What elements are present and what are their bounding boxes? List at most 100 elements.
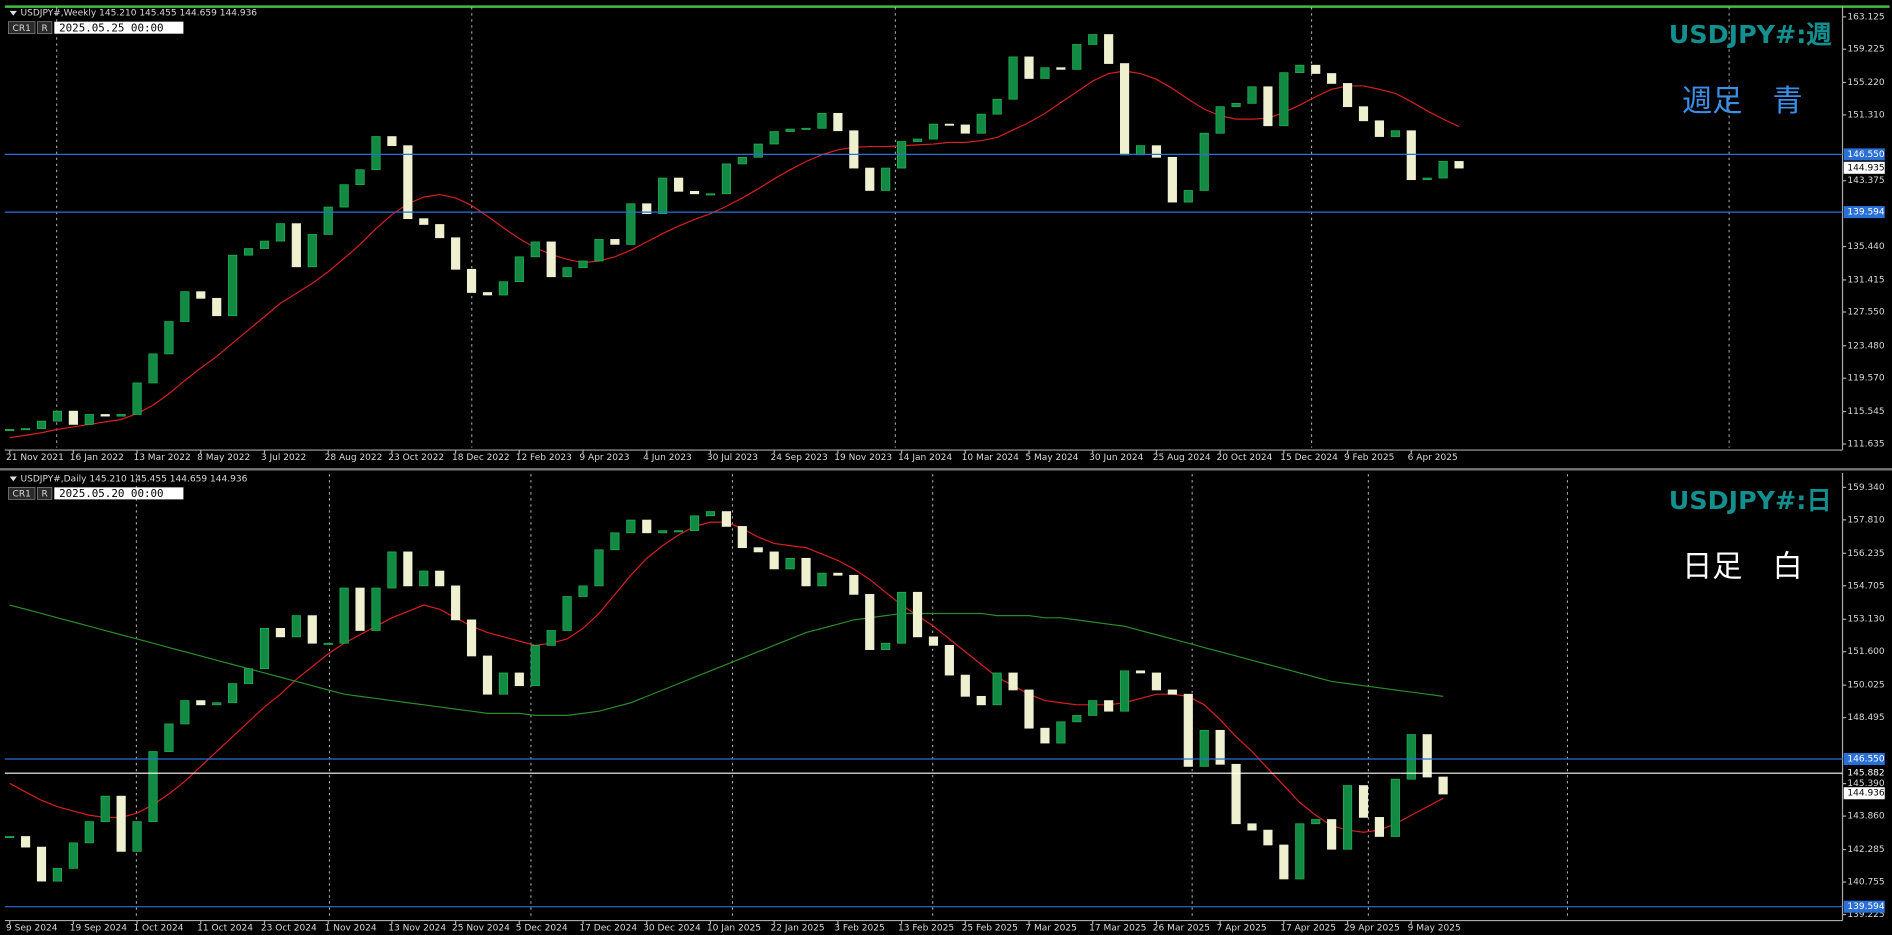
chart-subtitle: 日足 白 [1682, 550, 1803, 585]
time-box [54, 487, 184, 500]
candle [562, 596, 572, 631]
candle [881, 167, 891, 191]
candle [403, 145, 413, 220]
y-tick-label: 151.310 [1847, 110, 1885, 120]
x-tick-label: 9 Sep 2024 [6, 923, 58, 933]
x-tick-label: 5 Dec 2024 [516, 923, 568, 933]
y-tick-label: 135.440 [1847, 242, 1885, 252]
candle [1215, 106, 1225, 134]
y-tick-label: 142.285 [1847, 845, 1884, 855]
candle [1406, 130, 1416, 181]
toolbar-button-label[interactable]: CR1 [13, 24, 31, 34]
chart-title: USDJPY#:日 [1669, 486, 1832, 515]
candle [594, 549, 604, 587]
candle [1104, 34, 1114, 64]
candle [100, 414, 110, 417]
toolbar-button[interactable] [8, 21, 36, 35]
candle [387, 136, 397, 147]
candle [785, 128, 795, 132]
candle [1295, 823, 1305, 880]
candle [1167, 156, 1177, 203]
price-level-box [1843, 206, 1885, 219]
y-tick-label: 123.480 [1847, 341, 1885, 351]
candle [546, 241, 556, 278]
candle [705, 511, 716, 517]
x-tick-label: 25 Feb 2025 [962, 923, 1018, 933]
y-tick-label: 115.545 [1847, 407, 1884, 417]
candle [658, 530, 668, 534]
candle [594, 239, 604, 262]
x-tick-label: 16 Jan 2022 [70, 453, 124, 463]
candle [387, 551, 397, 589]
time-label: 2025.05.20 00:00 [59, 487, 163, 500]
x-tick-label: 14 Jan 2024 [898, 453, 952, 463]
candle [116, 795, 126, 852]
toolbar-button[interactable] [8, 486, 36, 500]
candle [1056, 721, 1066, 744]
candle [1024, 56, 1034, 79]
candle [1135, 145, 1146, 156]
candle [928, 123, 939, 140]
chart-title: USDJPY#:週 [1669, 20, 1833, 49]
candle [1358, 106, 1369, 122]
candle [753, 547, 763, 553]
x-tick-label: 9 Feb 2025 [1344, 453, 1394, 463]
toolbar-button[interactable] [37, 21, 53, 35]
toolbar-button-label[interactable]: R [42, 24, 48, 34]
candle [419, 218, 429, 225]
price-level-label: 144.936 [1847, 789, 1885, 799]
candle [1327, 819, 1337, 850]
price-level-label: 144.935 [1847, 163, 1884, 173]
x-tick-label: 18 Dec 2022 [452, 453, 510, 463]
candle [1088, 34, 1098, 45]
candle [148, 751, 158, 822]
time-label: 2025.05.25 00:00 [59, 21, 163, 34]
candle [849, 574, 859, 595]
candle [514, 672, 524, 687]
candle [881, 642, 891, 650]
x-tick-label: 13 Mar 2022 [133, 453, 190, 463]
price-level-box [1843, 148, 1885, 161]
y-tick-label: 139.225 [1847, 910, 1884, 920]
x-tick-label: 20 Oct 2024 [1217, 453, 1273, 463]
candle [84, 821, 94, 844]
candle [1167, 689, 1177, 695]
candle [721, 163, 731, 195]
x-tick-label: 30 Jul 2023 [707, 453, 758, 463]
candle [1247, 86, 1257, 104]
y-tick-label: 151.600 [1847, 647, 1885, 657]
candle [148, 353, 158, 384]
candle [1311, 819, 1321, 825]
candle [1454, 161, 1464, 169]
candle [610, 239, 620, 245]
candle [339, 587, 349, 644]
candle [36, 420, 47, 429]
candle [259, 628, 270, 670]
toolbar-button-label[interactable]: CR1 [13, 489, 31, 499]
price-level-label: 145.882 [1847, 769, 1884, 779]
price-level-box [1843, 787, 1885, 800]
x-tick-label: 9 May 2025 [1408, 923, 1461, 933]
candle [20, 428, 31, 431]
candle [84, 414, 94, 425]
candle [164, 723, 174, 752]
candle [833, 572, 843, 576]
toolbar-button-label[interactable]: R [42, 489, 48, 499]
x-tick-label: 6 Apr 2025 [1408, 453, 1458, 463]
candle [1008, 672, 1018, 691]
candle [451, 585, 461, 621]
candle [451, 237, 461, 270]
candle [610, 532, 620, 551]
y-tick-label: 143.860 [1847, 812, 1885, 822]
y-tick-label: 111.635 [1847, 440, 1884, 450]
candle [753, 143, 763, 158]
candle [833, 112, 843, 132]
x-tick-label: 17 Dec 2024 [579, 923, 637, 933]
candle [514, 256, 524, 283]
x-tick-label: 3 Feb 2025 [834, 923, 884, 933]
toolbar-button[interactable] [37, 486, 53, 500]
x-tick-label: 21 Nov 2021 [6, 453, 64, 463]
chart-header: USDJPY#,Weekly 145.210 145.455 144.659 1… [21, 9, 258, 19]
candle [960, 124, 970, 134]
